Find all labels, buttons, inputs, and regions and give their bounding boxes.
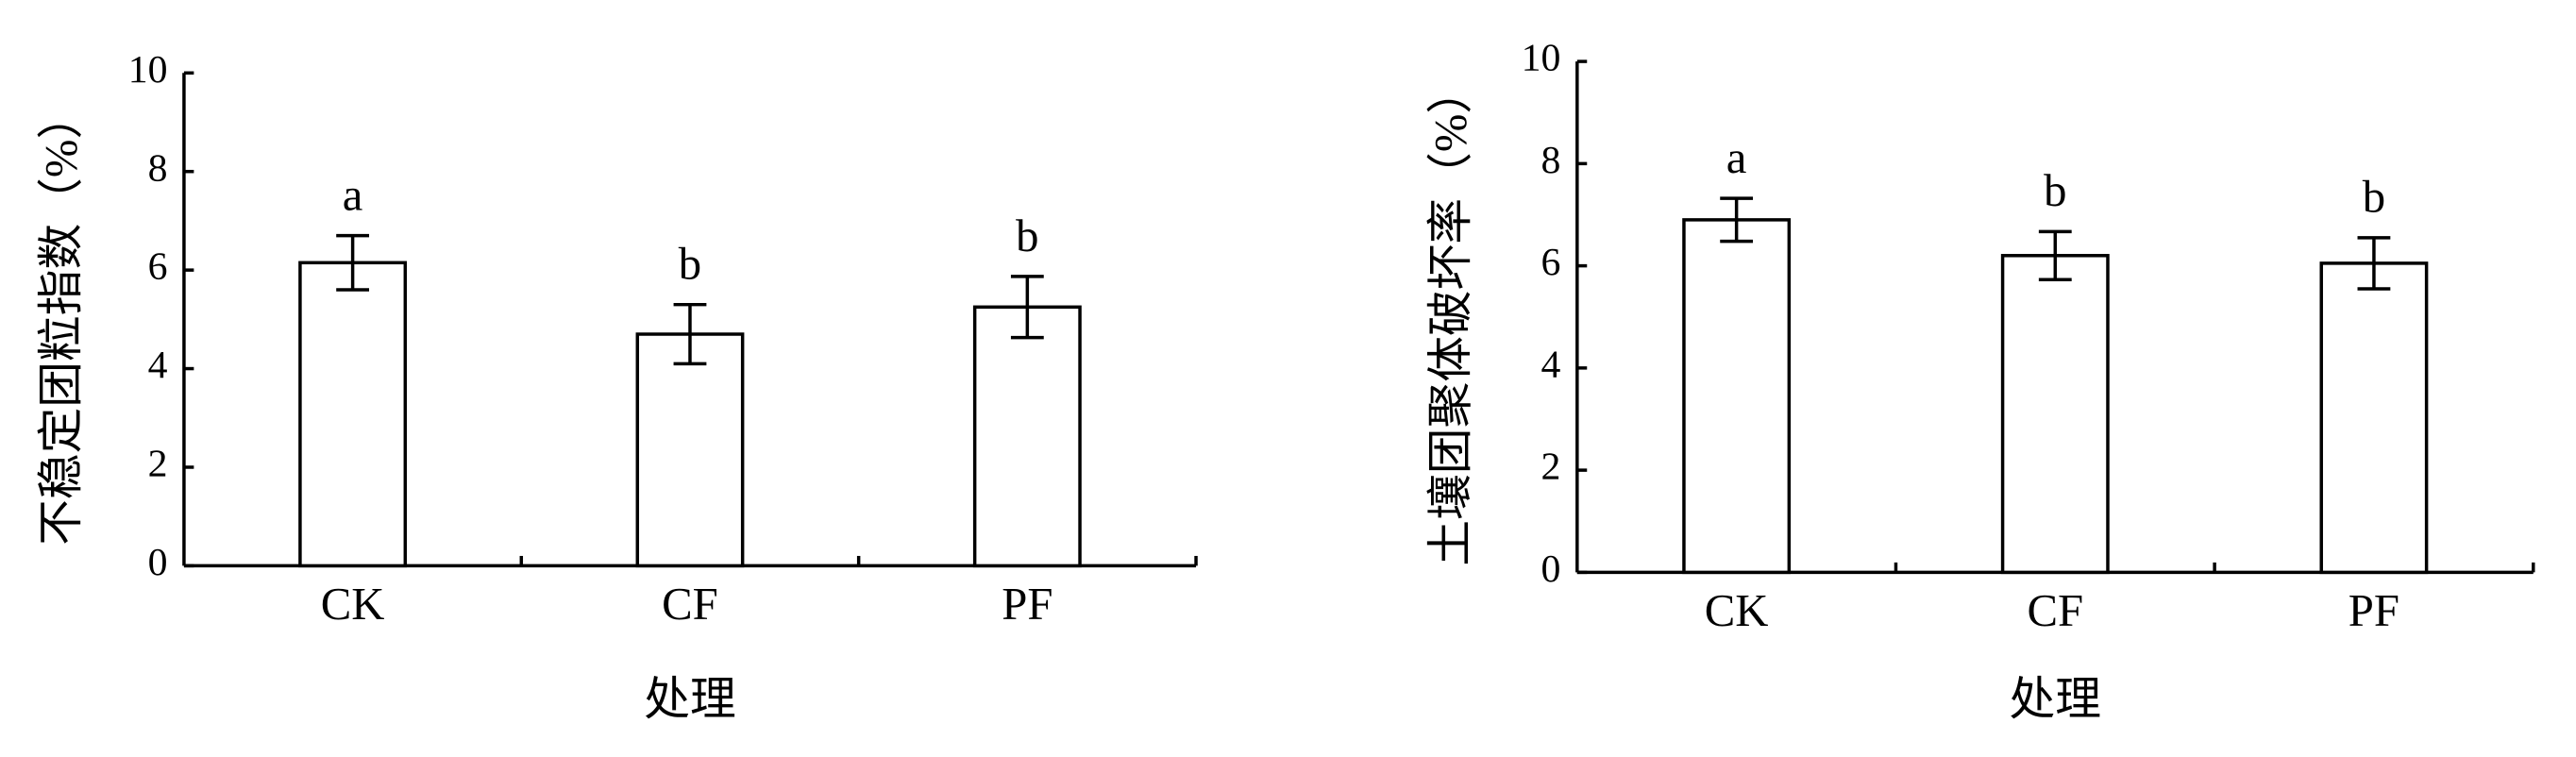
- bar: [2000, 254, 2110, 575]
- significance-label: b: [679, 239, 701, 290]
- y-axis-label: 土壤团聚体破坏率（%）: [1425, 68, 1476, 566]
- error-bar: [1010, 275, 1044, 340]
- significance-label: b: [2363, 172, 2385, 223]
- error-bar: [2038, 229, 2072, 281]
- bar: [972, 305, 1082, 568]
- x-tick-label: PF: [1002, 579, 1052, 630]
- y-tick-label: 6: [148, 245, 168, 289]
- bar: [298, 261, 408, 568]
- y-tick-label: 0: [148, 541, 168, 584]
- significance-label: a: [343, 169, 363, 220]
- significance-label: a: [1726, 132, 1747, 183]
- significance-label: b: [1016, 210, 1038, 261]
- y-tick-label: 2: [1541, 446, 1561, 489]
- significance-label: b: [2044, 165, 2066, 216]
- y-tick-label: 4: [148, 344, 168, 387]
- x-axis-label: 处理: [644, 674, 735, 725]
- bar: [1682, 218, 1792, 575]
- error-bar: [673, 302, 707, 366]
- error-bar: [1720, 196, 1754, 244]
- x-tick-label: CK: [1705, 585, 1769, 636]
- x-tick-label: PF: [2349, 585, 2399, 636]
- y-tick-label: 10: [1522, 37, 1561, 80]
- y-tick-label: 6: [1541, 241, 1561, 284]
- y-tick-label: 8: [1541, 139, 1561, 182]
- y-tick-label: 0: [1541, 547, 1561, 591]
- bar: [2319, 261, 2429, 575]
- y-tick-label: 8: [148, 146, 168, 190]
- x-axis-label: 处理: [2010, 674, 2101, 725]
- bar: [635, 332, 745, 568]
- y-tick-label: 10: [128, 48, 168, 92]
- y-tick-label: 2: [148, 443, 168, 486]
- x-tick-label: CK: [321, 579, 385, 630]
- error-bar: [336, 233, 370, 292]
- y-tick-label: 4: [1541, 343, 1561, 386]
- x-tick-label: CF: [2027, 585, 2083, 636]
- error-bar: [2357, 236, 2391, 291]
- x-tick-label: CF: [662, 579, 718, 630]
- y-axis-label: 不稳定团粒指数（%）: [36, 93, 87, 546]
